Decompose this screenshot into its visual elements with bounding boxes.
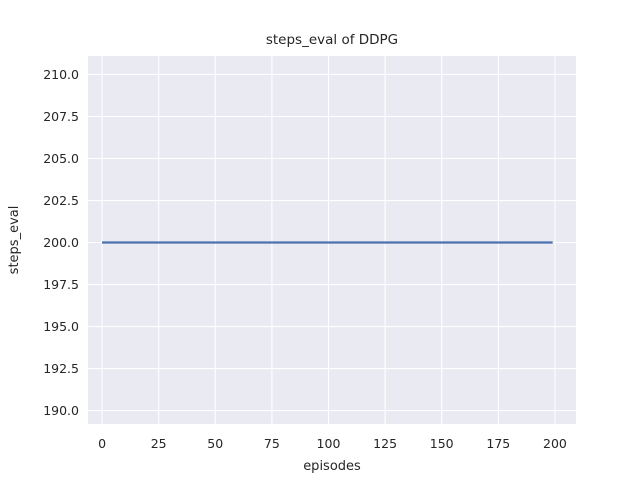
y-tick-label: 207.5 xyxy=(43,109,79,124)
x-axis-label: episodes xyxy=(303,459,361,474)
y-tick-label: 190.0 xyxy=(43,403,79,418)
x-tick-label: 75 xyxy=(264,436,280,451)
x-tick-label: 125 xyxy=(373,436,397,451)
x-tick-label: 150 xyxy=(430,436,454,451)
y-axis-label: steps_eval xyxy=(7,206,22,275)
y-tick-label: 192.5 xyxy=(43,361,79,376)
plot-area xyxy=(88,56,576,424)
x-tick-label: 100 xyxy=(317,436,341,451)
y-tick-label: 202.5 xyxy=(43,193,79,208)
x-tick-label: 175 xyxy=(486,436,510,451)
y-tick-label: 205.0 xyxy=(43,151,79,166)
x-tick-label: 200 xyxy=(543,436,567,451)
y-tick-label: 210.0 xyxy=(43,67,79,82)
chart-title: steps_eval of DDPG xyxy=(266,32,398,48)
y-tick-label: 195.0 xyxy=(43,319,79,334)
x-tick-label: 0 xyxy=(98,436,106,451)
x-tick-label: 50 xyxy=(207,436,223,451)
y-tick-label: 197.5 xyxy=(43,277,79,292)
x-tick-label: 25 xyxy=(151,436,167,451)
y-tick-label: 200.0 xyxy=(43,235,79,250)
